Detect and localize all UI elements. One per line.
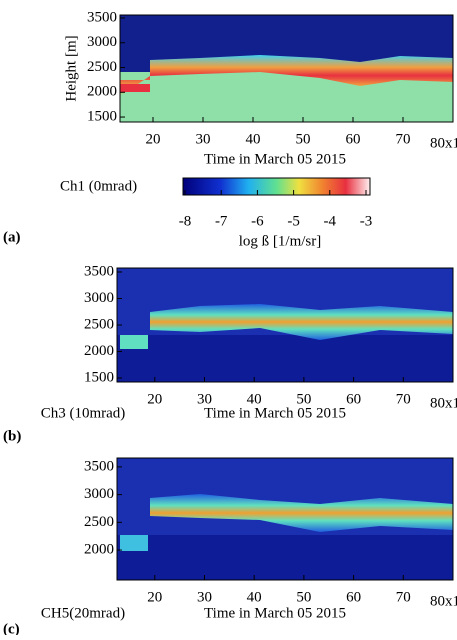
y-tick-label: 2000 (84, 541, 114, 557)
x-tick-label: 80x10³ (430, 395, 457, 411)
colorbar (182, 177, 371, 196)
x-tick-label: 50 (296, 131, 311, 147)
y-tick-label: 1500 (87, 108, 117, 124)
x-tick-label: 60 (346, 391, 361, 407)
y-tick-label: 3000 (87, 34, 117, 50)
y-tick-label: 3500 (84, 458, 114, 474)
x-tick-label: 30 (196, 131, 211, 147)
heatmap-image (120, 15, 453, 122)
x-tick-label: 70 (396, 391, 411, 407)
x-tick-label: 40 (247, 589, 262, 605)
channel-label: Ch1 (0mrad) (60, 178, 137, 194)
y-tick-label: 2000 (87, 84, 117, 100)
y-tick-label: 3500 (84, 263, 114, 279)
x-tick-label: 30 (197, 589, 212, 605)
x-tick-label: 50 (296, 391, 311, 407)
x-tick-label: 70 (396, 131, 411, 147)
channel-label: CH5(20mrad) (41, 605, 125, 621)
x-tick-label: 20 (147, 391, 162, 407)
colorbar-tick-label: -3 (360, 213, 373, 229)
x-tick-label: 70 (396, 589, 411, 605)
panel-label: (c) (3, 621, 20, 635)
x-tick-label: 40 (246, 131, 261, 147)
x-axis-label: Time in March 05 2015 (204, 605, 346, 621)
x-tick-label: 20 (146, 131, 161, 147)
y-axis-label: Height [m] (63, 35, 79, 101)
y-tick-label: 2500 (84, 316, 114, 332)
x-axis-label: Time in March 05 2015 (204, 405, 346, 421)
colorbar-tick-label: -6 (251, 213, 264, 229)
y-tick-label: 3000 (84, 290, 114, 306)
x-axis-label: Time in March 05 2015 (204, 151, 346, 167)
heatmap-image (117, 458, 453, 580)
x-tick-label: 80x10³ (430, 135, 457, 151)
x-tick-label: 50 (296, 589, 311, 605)
x-tick-label: 30 (197, 391, 212, 407)
heatmap-image (117, 268, 453, 382)
y-tick-label: 3500 (87, 9, 117, 25)
x-tick-label: 80x10³ (430, 593, 457, 609)
y-tick-label: 2000 (84, 343, 114, 359)
colorbar-tick-label: -8 (179, 213, 192, 229)
y-tick-label: 2500 (87, 59, 117, 75)
colorbar-tick-label: -7 (215, 213, 228, 229)
colorbar-tick-label: -4 (324, 213, 337, 229)
channel-label: Ch3 (10mrad) (41, 405, 126, 421)
plot-frame (116, 457, 454, 581)
plot-frame (119, 14, 454, 123)
x-tick-label: 20 (147, 589, 162, 605)
x-tick-label: 40 (247, 391, 262, 407)
x-tick-label: 60 (346, 589, 361, 605)
colorbar-tick-label: -5 (287, 213, 300, 229)
colorbar-label: log ß [1/m/sr] (239, 233, 322, 249)
x-tick-label: 60 (346, 131, 361, 147)
y-tick-label: 3000 (84, 486, 114, 502)
panel-label: (a) (3, 229, 21, 245)
panel-label: (b) (3, 428, 21, 444)
y-tick-label: 2500 (84, 514, 114, 530)
y-tick-label: 1500 (84, 369, 114, 385)
